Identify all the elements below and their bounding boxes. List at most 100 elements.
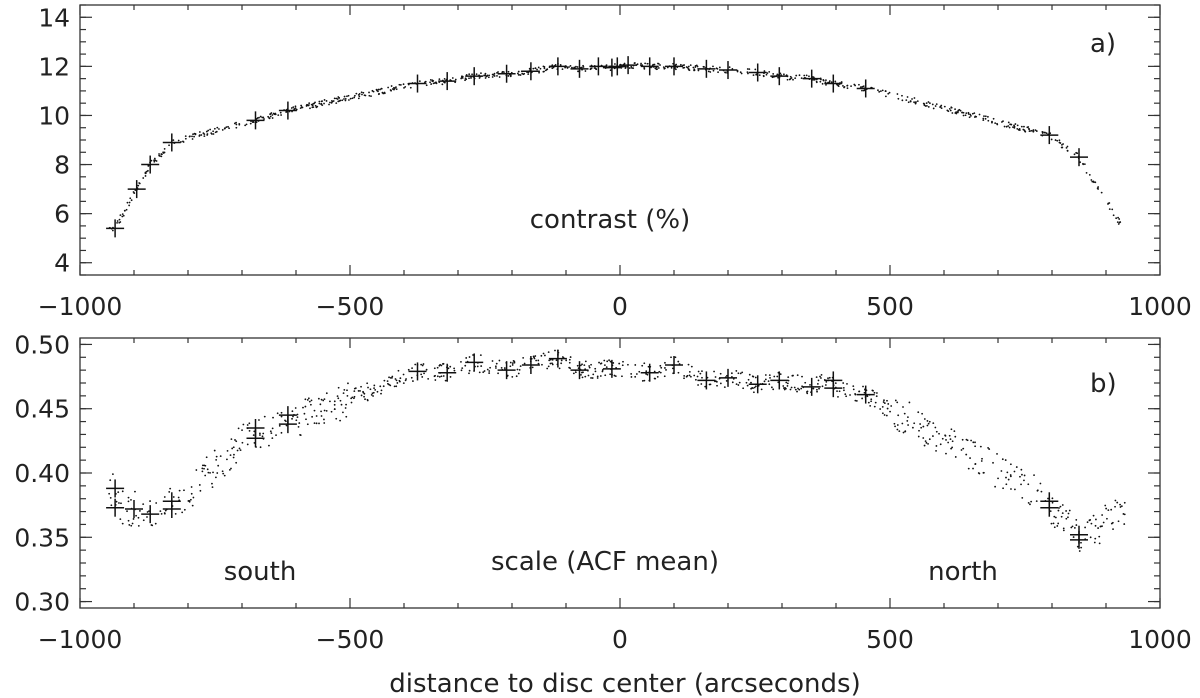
data-point: [517, 372, 520, 375]
data-point: [399, 380, 401, 383]
data-point: [1027, 483, 1030, 486]
data-point: [1118, 218, 1121, 220]
data-point: [719, 382, 722, 385]
data-point: [739, 71, 742, 74]
data-point: [948, 434, 951, 437]
data-point: [443, 81, 446, 84]
data-point: [996, 122, 998, 125]
data-point: [935, 430, 938, 433]
data-point: [139, 510, 141, 512]
data-point: [355, 92, 358, 95]
data-point: [752, 375, 755, 378]
data-point: [353, 397, 355, 400]
data-point: [590, 67, 593, 70]
data-point: [588, 366, 591, 369]
data-point: [212, 471, 214, 474]
data-point: [511, 364, 514, 366]
data-point: [262, 432, 265, 435]
data-point: [491, 76, 494, 78]
data-point: [178, 489, 181, 492]
data-point: [894, 425, 896, 428]
data-point: [177, 496, 180, 499]
data-point: [712, 69, 715, 72]
data-point: [569, 64, 572, 67]
data-point: [975, 115, 978, 118]
data-point: [123, 209, 126, 212]
data-point: [683, 375, 686, 377]
panel-b-scale: b) scale (ACF mean) south north distance…: [14, 330, 1191, 698]
data-point: [1078, 550, 1081, 552]
data-point: [854, 84, 857, 87]
data-point: [323, 422, 326, 424]
data-point: [480, 365, 483, 367]
data-point: [885, 414, 888, 417]
data-point: [328, 103, 330, 106]
data-point: [1067, 512, 1070, 515]
data-point: [495, 367, 497, 369]
data-point: [1072, 536, 1075, 538]
data-point: [1068, 509, 1071, 512]
data-point: [395, 385, 398, 388]
data-point: [896, 401, 899, 404]
data-point: [246, 424, 249, 426]
data-point: [1101, 525, 1103, 528]
data-point: [1035, 500, 1038, 502]
y-tick-label: 0.30: [14, 588, 70, 617]
data-point: [697, 69, 700, 72]
data-point: [119, 221, 122, 223]
data-point: [271, 437, 274, 440]
data-point: [318, 100, 321, 103]
data-point: [440, 364, 443, 367]
data-point: [161, 153, 163, 156]
data-point: [954, 435, 957, 438]
data-point: [548, 359, 551, 362]
data-point: [876, 392, 878, 394]
data-point: [216, 472, 219, 474]
data-point: [752, 391, 755, 394]
data-point: [117, 491, 120, 494]
data-point: [503, 71, 505, 74]
data-point: [1119, 503, 1121, 506]
data-point: [828, 80, 831, 82]
data-point: [630, 373, 633, 375]
data-point: [898, 430, 901, 433]
data-point: [731, 381, 734, 384]
mean-marker: [1070, 530, 1088, 549]
data-point: [306, 423, 309, 426]
data-point: [484, 77, 487, 79]
data-point: [110, 504, 113, 507]
data-point: [596, 375, 599, 378]
data-point: [977, 472, 980, 474]
data-point: [308, 102, 311, 105]
data-point: [1116, 501, 1119, 504]
data-point: [881, 412, 884, 415]
data-point: [523, 362, 526, 365]
mean-marker: [802, 377, 821, 396]
y-tick-label: 0.40: [14, 459, 70, 488]
data-point: [1106, 517, 1108, 520]
data-point: [913, 101, 915, 104]
data-point: [489, 366, 492, 369]
data-point: [360, 385, 362, 388]
mean-marker: [141, 505, 160, 524]
data-point: [1061, 512, 1064, 515]
data-point: [696, 65, 699, 68]
data-point: [278, 424, 281, 427]
data-point: [1029, 503, 1031, 506]
mean-marker: [697, 59, 716, 78]
mean-marker: [697, 371, 716, 390]
data-point: [1019, 475, 1021, 478]
data-point: [846, 84, 849, 87]
data-point: [928, 102, 931, 105]
data-point: [687, 363, 690, 366]
data-point: [764, 374, 767, 376]
data-point: [792, 374, 794, 377]
data-point: [1040, 490, 1043, 493]
data-point: [440, 375, 443, 378]
data-point: [786, 382, 789, 385]
data-point: [347, 94, 350, 97]
mean-marker: [278, 415, 297, 434]
data-point: [694, 66, 697, 68]
mean-marker: [438, 363, 457, 382]
mean-marker: [141, 155, 160, 174]
